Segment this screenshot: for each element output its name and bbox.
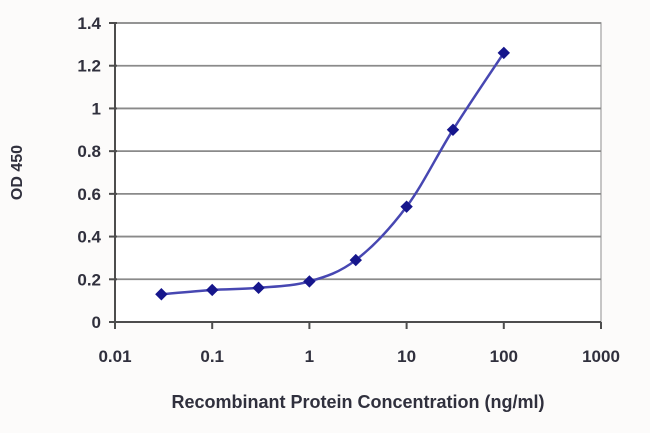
data-point-marker-30	[446, 123, 460, 136]
data-point-marker-0.03	[155, 288, 168, 301]
x-tick-label: 10	[397, 347, 416, 366]
y-axis-title: OD 450	[9, 145, 26, 200]
data-point-marker-0.1	[205, 283, 219, 297]
data-point-marker-100	[497, 46, 511, 60]
x-axis-title: Recombinant Protein Concentration (ng/ml…	[171, 392, 544, 412]
x-tick-label: 1	[305, 347, 314, 366]
y-tick-label: 0.2	[77, 270, 101, 289]
x-tick-label: 0.01	[98, 347, 131, 366]
y-tick-label: 0.8	[77, 142, 101, 161]
x-tick-label: 0.1	[200, 347, 224, 366]
data-point-marker-3	[349, 253, 362, 267]
plot-area	[114, 22, 602, 323]
data-point-marker-1	[303, 275, 316, 288]
x-tick-label: 100	[490, 347, 518, 366]
y-tick-label: 0.6	[77, 185, 101, 204]
data-point-marker-0.3	[252, 281, 265, 295]
y-tick-label: 1.4	[77, 14, 101, 33]
y-tick-label: 0.4	[77, 228, 101, 247]
x-tick-label: 1000	[582, 347, 620, 366]
data-point-marker-10	[400, 200, 413, 213]
y-tick-label: 0	[92, 313, 101, 332]
y-tick-label: 1.2	[77, 57, 101, 76]
y-tick-label: 1	[92, 99, 101, 118]
